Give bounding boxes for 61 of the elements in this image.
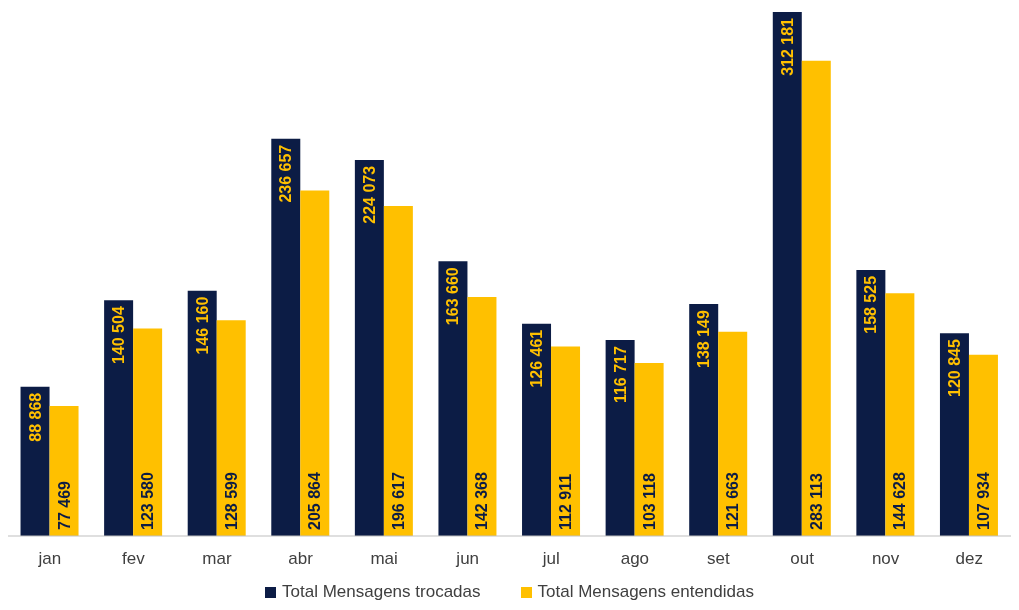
bar: [104, 300, 134, 536]
x-tick-label: mar: [202, 549, 232, 569]
bar: [354, 159, 384, 536]
data-label: 128 599: [222, 472, 240, 530]
bar: [885, 293, 915, 536]
bar: [772, 12, 802, 536]
bar: [968, 354, 998, 536]
legend-label: Total Mensagens entendidas: [536, 582, 754, 602]
data-label: 144 628: [891, 472, 909, 530]
data-label: 107 934: [974, 472, 992, 530]
x-tick-label: dez: [955, 549, 983, 569]
data-label: 123 580: [139, 472, 157, 530]
bar: [605, 340, 635, 536]
bar: [634, 362, 664, 536]
bar: [522, 323, 552, 536]
bar: [718, 331, 748, 536]
bar: [187, 290, 217, 536]
bar: [216, 320, 246, 536]
bar: [801, 60, 831, 536]
data-label: 142 368: [473, 472, 491, 530]
x-tick-label: ago: [620, 549, 650, 569]
data-label: 236 657: [277, 144, 295, 203]
bar: [438, 261, 468, 536]
bar: [133, 328, 163, 536]
data-label: 112 911: [557, 473, 575, 530]
x-tick-label: mai: [370, 549, 398, 569]
bar: [939, 333, 969, 536]
data-label: 283 113: [807, 472, 825, 530]
data-label: 88 868: [26, 392, 44, 442]
data-label: 224 073: [360, 165, 378, 224]
bar: [300, 190, 330, 536]
data-label: 158 525: [862, 275, 880, 334]
data-label: 163 660: [444, 267, 462, 326]
data-label: 77 469: [55, 480, 73, 530]
bar: [271, 138, 301, 536]
x-tick-label: set: [707, 549, 731, 569]
data-label: 196 617: [389, 472, 407, 530]
x-tick-label: nov: [871, 549, 900, 569]
x-tick-label: out: [790, 549, 815, 569]
bar: [551, 346, 581, 536]
x-tick-label: jan: [37, 549, 62, 569]
bar: [467, 297, 497, 536]
data-label: 146 160: [193, 296, 211, 355]
data-label: 140 504: [110, 306, 128, 365]
bar: [856, 269, 886, 536]
bar: [689, 304, 719, 536]
bar: [383, 205, 413, 536]
data-label: 120 845: [945, 339, 963, 397]
data-label: 103 118: [640, 472, 658, 530]
data-label: 312 181: [778, 17, 796, 76]
data-label: 138 149: [695, 310, 713, 368]
x-tick-label: fev: [122, 549, 146, 569]
x-tick-label: abr: [288, 549, 314, 569]
data-label: 205 864: [306, 472, 324, 530]
x-tick-label: jun: [455, 549, 480, 569]
data-label: 116 717: [611, 345, 629, 404]
data-label: 126 461: [528, 329, 546, 388]
x-tick-label: jul: [541, 549, 560, 569]
data-label: 121 663: [724, 472, 742, 530]
legend-label: Total Mensagens trocadas: [281, 582, 481, 602]
bar: [49, 405, 79, 536]
